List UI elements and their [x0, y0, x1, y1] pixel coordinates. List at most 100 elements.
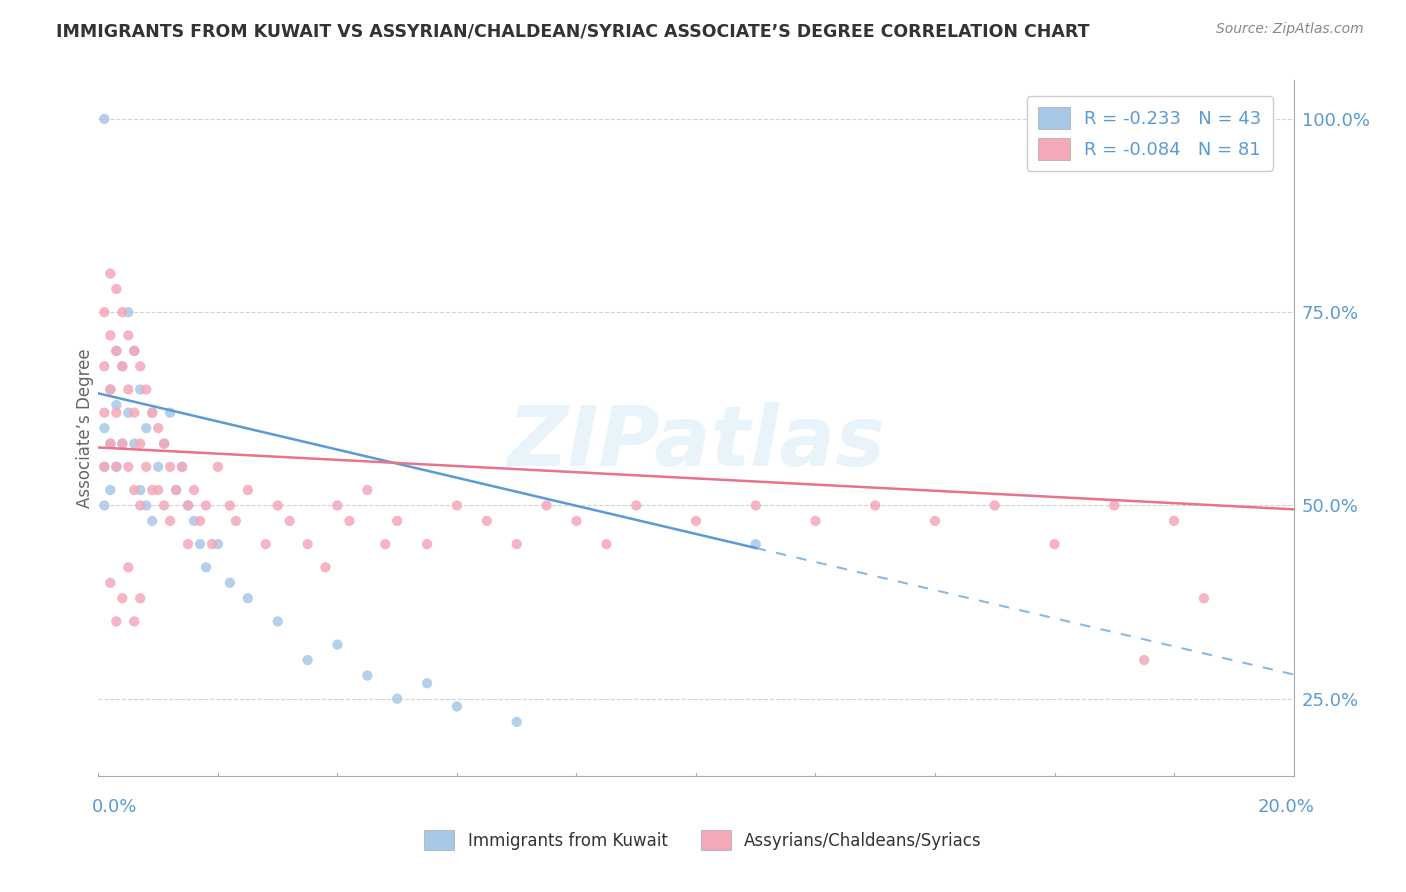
Point — [98, 328, 122, 343]
Point — [297, 537, 319, 551]
Point — [626, 499, 648, 513]
Point — [148, 459, 170, 474]
Point — [225, 514, 247, 528]
Point — [98, 436, 122, 450]
Point — [984, 499, 1007, 513]
Point — [267, 615, 290, 629]
Point — [111, 436, 134, 450]
Point — [111, 359, 134, 374]
Point — [207, 537, 229, 551]
Point — [93, 305, 115, 319]
Point — [111, 305, 134, 319]
Point — [374, 537, 396, 551]
Point — [93, 499, 115, 513]
Point — [93, 459, 115, 474]
Point — [153, 436, 176, 450]
Point — [98, 436, 122, 450]
Point — [105, 282, 128, 296]
Point — [124, 343, 146, 358]
Point — [183, 514, 205, 528]
Point — [153, 499, 176, 513]
Point — [195, 560, 218, 574]
Point — [124, 615, 146, 629]
Point — [105, 459, 128, 474]
Text: ZIPatlas: ZIPatlas — [508, 401, 884, 483]
Y-axis label: Associate’s Degree: Associate’s Degree — [76, 349, 94, 508]
Point — [117, 305, 139, 319]
Point — [219, 575, 242, 590]
Point — [416, 537, 439, 551]
Point — [111, 359, 134, 374]
Point — [117, 459, 139, 474]
Point — [595, 537, 617, 551]
Point — [385, 691, 409, 706]
Point — [105, 459, 128, 474]
Point — [117, 560, 139, 574]
Point — [177, 499, 200, 513]
Point — [506, 537, 529, 551]
Point — [129, 591, 152, 606]
Point — [93, 421, 115, 435]
Point — [446, 699, 468, 714]
Point — [385, 514, 409, 528]
Point — [475, 514, 498, 528]
Point — [129, 483, 152, 497]
Point — [93, 406, 115, 420]
Point — [315, 560, 337, 574]
Point — [124, 483, 146, 497]
Point — [1043, 537, 1066, 551]
Point — [98, 383, 122, 397]
Point — [153, 436, 176, 450]
Point — [172, 459, 194, 474]
Point — [141, 406, 163, 420]
Point — [267, 499, 290, 513]
Point — [98, 483, 122, 497]
Point — [326, 638, 349, 652]
Point — [117, 383, 139, 397]
Point — [141, 514, 163, 528]
Point — [105, 398, 128, 412]
Point — [745, 499, 768, 513]
Point — [326, 499, 349, 513]
Point — [506, 714, 529, 729]
Point — [159, 514, 181, 528]
Point — [416, 676, 439, 690]
Point — [745, 537, 768, 551]
Point — [236, 591, 259, 606]
Text: 0.0%: 0.0% — [91, 798, 136, 816]
Point — [135, 499, 157, 513]
Point — [93, 359, 115, 374]
Point — [356, 668, 378, 682]
Point — [804, 514, 827, 528]
Text: 20.0%: 20.0% — [1258, 798, 1315, 816]
Point — [105, 343, 128, 358]
Point — [207, 459, 229, 474]
Point — [172, 459, 194, 474]
Point — [1133, 653, 1156, 667]
Point — [129, 359, 152, 374]
Point — [356, 483, 378, 497]
Point — [117, 328, 139, 343]
Point — [105, 406, 128, 420]
Point — [93, 112, 115, 126]
Point — [135, 421, 157, 435]
Point — [201, 537, 224, 551]
Legend: R = -0.233   N = 43, R = -0.084   N = 81: R = -0.233 N = 43, R = -0.084 N = 81 — [1026, 96, 1272, 171]
Point — [278, 514, 301, 528]
Point — [188, 514, 211, 528]
Point — [297, 653, 319, 667]
Point — [129, 436, 152, 450]
Point — [219, 499, 242, 513]
Point — [141, 483, 163, 497]
Point — [177, 537, 200, 551]
Point — [124, 436, 146, 450]
Point — [159, 406, 181, 420]
Point — [111, 436, 134, 450]
Point — [236, 483, 259, 497]
Text: IMMIGRANTS FROM KUWAIT VS ASSYRIAN/CHALDEAN/SYRIAC ASSOCIATE’S DEGREE CORRELATIO: IMMIGRANTS FROM KUWAIT VS ASSYRIAN/CHALD… — [56, 22, 1090, 40]
Point — [129, 383, 152, 397]
Point — [536, 499, 558, 513]
Point — [924, 514, 946, 528]
Point — [165, 483, 187, 497]
Point — [339, 514, 361, 528]
